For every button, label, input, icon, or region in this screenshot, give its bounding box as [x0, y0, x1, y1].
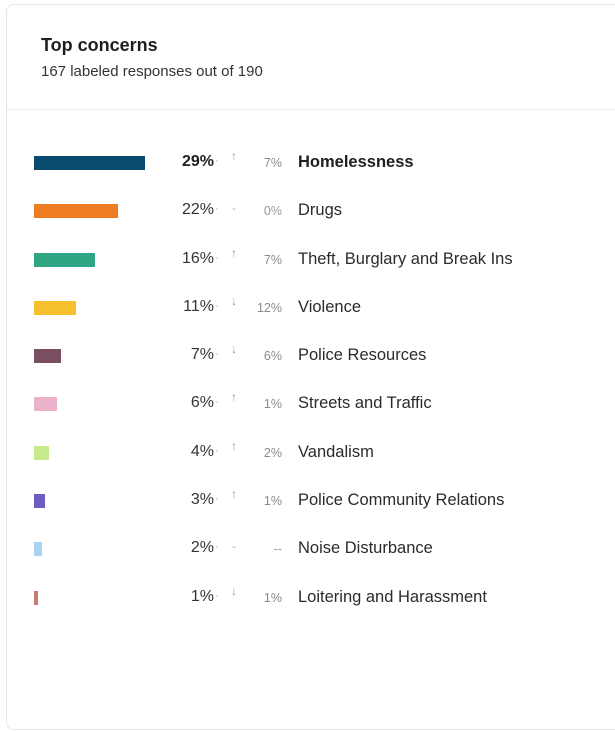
arrow-up-icon: ↑ [231, 438, 237, 453]
card-title: Top concerns [41, 35, 158, 55]
concern-percent: 29% [181, 153, 214, 170]
concern-label: Streets and Traffic [298, 394, 432, 413]
concern-bar [34, 252, 95, 267]
concern-row: 2% · - -- Noise Disturbance [0, 520, 615, 568]
concern-bar [34, 204, 118, 219]
concern-row: 3% · ↑ 1% Police Community Relations [0, 472, 615, 520]
concern-percent: 2% [190, 539, 214, 557]
concern-row: 11% · ↓ 12% Violence [0, 279, 615, 327]
concern-change: 12% [256, 300, 282, 315]
arrow-down-icon: ↓ [231, 293, 237, 308]
separator-dot: · [215, 203, 219, 216]
concern-percent: 22% [181, 201, 214, 219]
card-header: Top concerns 167 labeled responses out o… [7, 5, 615, 110]
concern-bar [34, 590, 38, 605]
dash-icon: - [232, 541, 236, 554]
concern-bar [34, 397, 57, 412]
concern-percent: 1% [190, 587, 214, 605]
concern-bar [34, 445, 49, 460]
concern-bar [34, 494, 45, 509]
concern-row: 16% · ↑ 7% Theft, Burglary and Break Ins [0, 231, 615, 279]
concern-row: 29% · ↑ 7% Homelessness [0, 134, 615, 182]
concern-label: Homelessness [298, 153, 414, 171]
arrow-down-icon: ↓ [231, 342, 237, 357]
concern-row: 6% · ↑ 1% Streets and Traffic [0, 375, 615, 423]
separator-dot: · [215, 299, 219, 312]
concern-bar [34, 349, 61, 364]
separator-dot: · [215, 589, 219, 602]
card-subtitle: 167 labeled responses out of 190 [41, 63, 263, 80]
concern-percent: 11% [183, 297, 214, 315]
concern-percent: 4% [190, 442, 214, 460]
concern-change: 7% [263, 252, 282, 267]
concern-label: Theft, Burglary and Break Ins [298, 249, 513, 268]
separator-dot: · [215, 251, 219, 264]
separator-dot: · [215, 493, 219, 506]
separator-dot: · [215, 541, 219, 554]
concern-label: Police Community Relations [298, 491, 505, 510]
arrow-up-icon: ↑ [231, 245, 237, 260]
dash-icon: - [232, 203, 236, 216]
concern-row: 1% · ↓ 1% Loitering and Harassment [0, 569, 615, 617]
arrow-up-icon: ↑ [231, 487, 237, 502]
concern-label: Police Resources [298, 346, 427, 365]
concern-change: 2% [263, 445, 282, 460]
concern-change: 1% [263, 590, 282, 605]
concern-row: 22% · - 0% Drugs [0, 182, 615, 230]
concern-change: 0% [263, 204, 282, 219]
concern-label: Vandalism [298, 442, 374, 461]
concern-bar [34, 300, 76, 315]
concern-percent: 6% [190, 394, 214, 412]
concern-percent: 7% [190, 346, 214, 364]
arrow-down-icon: ↓ [231, 583, 237, 598]
concern-change: 6% [263, 349, 282, 364]
arrow-up-icon: ↑ [231, 390, 237, 405]
concern-row: 7% · ↓ 6% Police Resources [0, 327, 615, 375]
concern-label: Violence [298, 297, 361, 316]
concern-change: 1% [263, 494, 282, 509]
concern-change: -- [273, 542, 282, 557]
concern-row: 4% · ↑ 2% Vandalism [0, 424, 615, 472]
concern-bar [34, 542, 42, 557]
separator-dot: · [215, 444, 219, 457]
concern-percent: 3% [190, 491, 214, 509]
top-concerns-card: Top concerns 167 labeled responses out o… [6, 4, 615, 730]
concern-bar [34, 156, 145, 170]
arrow-up-icon: ↑ [231, 149, 237, 163]
concerns-bar-chart: 29% · ↑ 7% Homelessness 22% · -0% Drugs 16% · ↑ 7% Th… [0, 134, 615, 617]
concern-change: 1% [263, 397, 282, 412]
concern-percent: 16% [181, 249, 214, 267]
concern-label: Noise Disturbance [298, 539, 433, 558]
concern-label: Drugs [298, 201, 343, 220]
concern-label: Loitering and Harassment [298, 587, 487, 606]
separator-dot: · [215, 348, 219, 361]
separator-dot: · [215, 396, 219, 409]
concern-change: 7% [263, 156, 282, 170]
separator-dot: · [215, 155, 219, 167]
